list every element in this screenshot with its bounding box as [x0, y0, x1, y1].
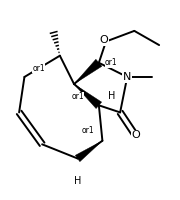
Text: N: N: [123, 72, 131, 82]
Text: or1: or1: [105, 58, 118, 67]
Text: or1: or1: [32, 64, 45, 73]
Text: O: O: [132, 130, 140, 140]
Text: or1: or1: [82, 126, 94, 135]
Polygon shape: [74, 59, 102, 84]
Polygon shape: [75, 141, 102, 162]
Text: H: H: [108, 91, 115, 101]
Text: O: O: [100, 35, 109, 45]
Text: H: H: [74, 176, 81, 186]
Polygon shape: [74, 84, 102, 109]
Text: or1: or1: [71, 92, 84, 101]
